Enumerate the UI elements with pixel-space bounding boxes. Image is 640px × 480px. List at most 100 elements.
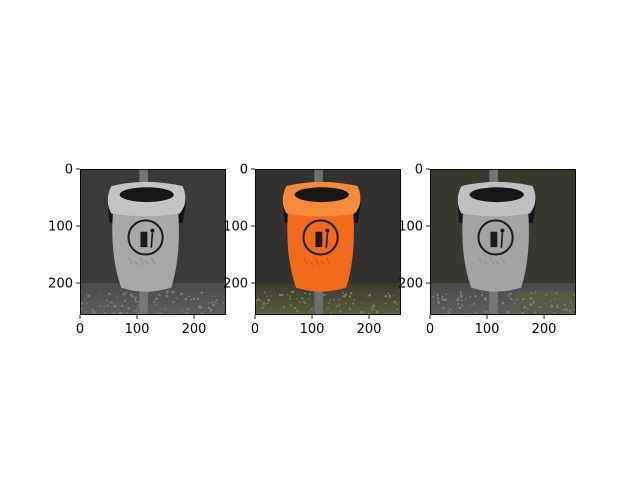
gravel-dot xyxy=(158,293,161,297)
panel-3-y-axis: 0 100 200 xyxy=(398,163,430,292)
bin-scribble xyxy=(314,257,320,266)
gravel-dot xyxy=(344,293,348,296)
gravel-dot xyxy=(441,295,444,298)
y-tick-label: 0 xyxy=(415,163,423,178)
gravel-dot xyxy=(480,293,484,297)
gravel-dot xyxy=(190,298,193,301)
gravel-dot xyxy=(509,292,512,296)
gravel-dot xyxy=(184,311,187,315)
gravel-dot xyxy=(290,304,293,307)
panel-2-frame xyxy=(255,169,401,315)
bin-opening xyxy=(469,187,524,203)
bin-body xyxy=(462,210,529,292)
bin-scribble xyxy=(489,257,495,266)
bin-scribble xyxy=(308,260,314,266)
gravel-dot xyxy=(113,304,117,308)
gravel-dot xyxy=(87,294,91,298)
gravel-dot xyxy=(265,295,268,298)
gravel-dot xyxy=(562,303,565,306)
gravel-dot xyxy=(296,311,299,314)
gravel-dot xyxy=(395,303,398,305)
gravel-dot xyxy=(296,309,299,313)
gravel-dot xyxy=(216,302,219,305)
bin-body xyxy=(287,210,354,292)
gravel-dot xyxy=(553,298,556,300)
gravel-dot xyxy=(301,296,305,300)
bin-scribble xyxy=(128,257,133,266)
y-tick-label: 200 xyxy=(48,277,73,292)
y-tick-label: 100 xyxy=(223,220,248,235)
gravel-dot xyxy=(207,306,211,310)
gravel-dot xyxy=(197,297,200,300)
gravel-dot xyxy=(210,301,213,304)
x-tick-label: 200 xyxy=(182,322,207,337)
gravel-dot xyxy=(550,300,553,302)
gravel-dot xyxy=(348,307,352,310)
gravel-dot xyxy=(215,299,218,302)
y-tick-label: 100 xyxy=(48,220,73,235)
gravel-dot xyxy=(211,303,215,307)
gravel-dot xyxy=(308,293,311,296)
x-tick-label: 200 xyxy=(532,322,557,337)
gravel-dot xyxy=(501,301,505,305)
gravel-dot xyxy=(343,295,347,298)
x-tick-label: 200 xyxy=(357,322,382,337)
gravel-dot xyxy=(124,299,127,302)
gravel-dot xyxy=(521,297,525,301)
gravel-dot xyxy=(298,300,301,304)
gravel-dot xyxy=(293,307,297,310)
gravel-dot xyxy=(520,301,523,304)
gravel-dot xyxy=(135,300,138,303)
gravel-dot xyxy=(550,304,554,308)
gravel-dot xyxy=(286,293,289,296)
gravel-dot xyxy=(572,308,575,311)
gravel-dot xyxy=(267,298,271,302)
gravel-dot xyxy=(279,308,281,311)
gravel-dot xyxy=(86,302,89,305)
gravel-dot xyxy=(310,307,313,311)
gravel-dot xyxy=(473,302,476,305)
gravel-dot xyxy=(352,298,356,302)
gravel-dot xyxy=(482,309,484,312)
gravel-dot xyxy=(127,307,130,310)
gravel-dot xyxy=(484,298,487,302)
gravel-dot xyxy=(106,304,109,307)
photo xyxy=(80,169,226,315)
gravel-dot xyxy=(91,308,94,311)
gravel-dot xyxy=(291,290,295,294)
gravel-dot xyxy=(187,308,190,310)
photo xyxy=(255,169,401,315)
gravel-dot xyxy=(514,302,516,305)
gravel-dot xyxy=(569,309,572,312)
gravel-dot xyxy=(562,308,565,311)
gravel-dot xyxy=(214,295,217,297)
gravel-dot xyxy=(538,306,540,308)
bin-scribble xyxy=(133,260,139,266)
x-tick-label: 0 xyxy=(426,322,434,337)
gravel-dot xyxy=(523,305,527,309)
gravel-dot xyxy=(459,295,463,298)
panel-3-x-axis: 0 100 200 xyxy=(426,315,557,337)
gravel-dot xyxy=(192,297,196,301)
bin-scribble xyxy=(500,257,506,266)
gravel-dot xyxy=(392,294,395,297)
gravel-dot xyxy=(341,292,345,295)
gravel-dot xyxy=(349,291,353,295)
gravel-dot xyxy=(133,299,137,302)
gravel-dot xyxy=(171,290,175,294)
gravel-dot xyxy=(108,292,111,296)
panel-2-y-axis: 0 100 200 xyxy=(223,163,255,292)
gravel-dot xyxy=(211,295,213,297)
gravel-dot xyxy=(368,293,372,297)
gravel-dot xyxy=(529,296,533,300)
bin-logo-can xyxy=(315,231,323,248)
gravel-dot xyxy=(209,308,213,312)
bin-body xyxy=(112,210,179,292)
gravel-dot xyxy=(556,303,559,306)
gravel-dot xyxy=(103,306,105,308)
gravel-dot xyxy=(327,307,329,310)
bin-logo-can xyxy=(490,231,498,248)
gravel-dot xyxy=(375,310,379,314)
gravel-dot xyxy=(384,294,388,298)
gravel-dot xyxy=(371,307,374,309)
